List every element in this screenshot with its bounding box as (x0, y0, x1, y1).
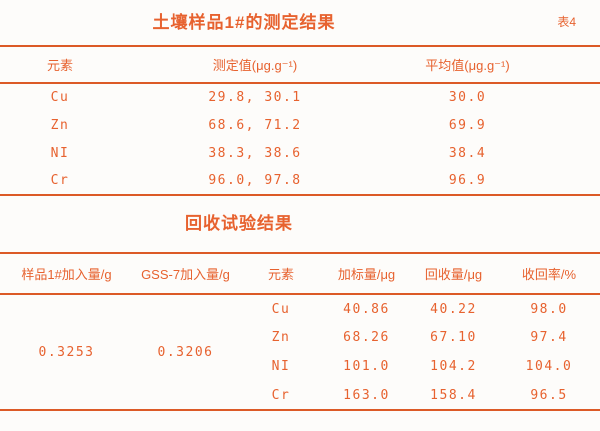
table-row: Zn 68.26 67.10 97.4 (0, 323, 600, 352)
sample-amount-cell: 0.3253 (38, 344, 95, 360)
measured-cell: 68.6, 71.2 (208, 117, 302, 133)
table-row: NI 101.0 104.2 104.0 (0, 352, 600, 381)
measurement-results-table: 元素 测定值(μg.g⁻¹) 平均值(μg.g⁻¹) Cu 29.8, 30.1… (0, 45, 600, 196)
table1-titlebar: 土壤样品1#的测定结果 表4 (0, 0, 600, 45)
table2-header-row: 样品1#加入量/g GSS-7加入量/g 元素 加标量/μg 回收量/μg 收回… (0, 253, 600, 294)
header-sample-amount: 样品1#加入量/g (21, 267, 112, 282)
measured-cell: 38.3, 38.6 (208, 145, 302, 161)
header-measured-value: 测定值(μg.g⁻¹) (212, 58, 298, 73)
recovery-rate-cell: 96.5 (530, 387, 568, 403)
header-average-value: 平均值(μg.g⁻¹) (425, 58, 510, 73)
element-cell: Cr (271, 387, 291, 403)
header-recovered-amount: 回收量/μg (424, 267, 483, 282)
measured-cell: 96.0, 97.8 (208, 173, 302, 188)
average-cell: 30.0 (448, 90, 487, 105)
spiked-cell: 40.86 (343, 301, 390, 317)
recovered-cell: 40.22 (430, 301, 477, 317)
average-cell: 38.4 (448, 145, 487, 161)
spiked-cell: 68.26 (343, 330, 390, 345)
table1-title: 土壤样品1#的测定结果 (152, 13, 336, 32)
header-spiked-amount: 加标量/μg (337, 267, 396, 282)
recovered-cell: 158.4 (430, 387, 477, 403)
table-row: Cr 163.0 158.4 96.5 (0, 381, 600, 410)
average-cell: 96.9 (448, 173, 487, 188)
measured-cell: 29.8, 30.1 (208, 90, 302, 105)
gss7-amount-cell: 0.3206 (157, 344, 214, 360)
table-row: Cu 29.8, 30.1 30.0 (0, 83, 600, 111)
element-cell: Cu (271, 301, 291, 317)
header-element: 元素 (46, 58, 73, 73)
recovery-rate-cell: 97.4 (530, 330, 568, 345)
recovery-results-table: 样品1#加入量/g GSS-7加入量/g 元素 加标量/μg 回收量/μg 收回… (0, 252, 600, 411)
element-cell: Zn (271, 330, 291, 345)
recovered-cell: 67.10 (430, 330, 477, 345)
element-cell: Zn (50, 117, 70, 133)
table2-title: 回收试验结果 (185, 214, 293, 233)
header-recovery-rate: 收回率/% (521, 267, 577, 282)
recovery-rate-cell: 104.0 (525, 359, 573, 374)
average-cell: 69.9 (448, 117, 487, 133)
header-element: 元素 (267, 267, 294, 282)
element-cell: Cu (50, 90, 70, 105)
recovery-rate-cell: 98.0 (530, 301, 568, 317)
table-row: Zn 68.6, 71.2 69.9 (0, 111, 600, 139)
table1-header-row: 元素 测定值(μg.g⁻¹) 平均值(μg.g⁻¹) (0, 46, 600, 83)
table-row: 0.3253 0.3206 Cu 40.86 40.22 98.0 (0, 294, 600, 360)
spiked-cell: 101.0 (343, 359, 390, 374)
element-cell: NI (271, 359, 291, 374)
header-gss7-amount: GSS-7加入量/g (141, 267, 230, 282)
spiked-cell: 163.0 (343, 387, 390, 403)
table-number-label: 表4 (557, 15, 576, 29)
recovered-cell: 104.2 (430, 359, 477, 374)
table-row: NI 38.3, 38.6 38.4 (0, 139, 600, 167)
element-cell: Cr (50, 173, 70, 188)
table-row: Cr 96.0, 97.8 96.9 (0, 167, 600, 195)
element-cell: NI (50, 145, 70, 161)
